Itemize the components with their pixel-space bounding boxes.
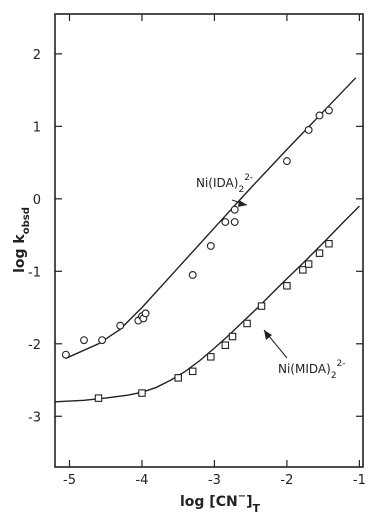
callout-arrow-ida bbox=[231, 199, 248, 207]
data-point-mida bbox=[257, 302, 266, 310]
fit-line-mida bbox=[54, 205, 360, 403]
y-tick-label: 2 bbox=[33, 48, 41, 63]
data-point-mida bbox=[138, 389, 146, 397]
plot-frame bbox=[54, 13, 364, 468]
series-label-ida: Ni(IDA)22- bbox=[196, 173, 253, 195]
y-axis-title: log kobsd bbox=[12, 207, 32, 273]
series-label-mida: Ni(MIDA)22- bbox=[278, 359, 346, 381]
x-axis-title-main: log [CN bbox=[180, 494, 238, 510]
data-point-ida bbox=[98, 336, 107, 345]
data-markers bbox=[61, 106, 333, 402]
data-point-ida bbox=[282, 157, 291, 166]
data-point-ida bbox=[324, 106, 333, 115]
data-point-ida bbox=[61, 350, 70, 359]
y-tick-label: 0 bbox=[33, 193, 41, 208]
fit-line-ida bbox=[65, 77, 357, 359]
x-tick-label: -2 bbox=[280, 473, 293, 488]
callout-arrow-mida bbox=[263, 329, 288, 359]
y-tick-label: -2 bbox=[28, 338, 41, 353]
series-label-ida-sub: 2 bbox=[238, 185, 244, 195]
data-point-mida bbox=[207, 353, 215, 361]
data-point-mida bbox=[174, 374, 182, 382]
data-point-ida bbox=[315, 111, 324, 120]
axis-ticks bbox=[55, 14, 363, 467]
x-axis-title-close: ] bbox=[246, 494, 252, 510]
tick-labels: -5 -4 -3 -2 -1 -3 -2 -1 0 1 2 bbox=[28, 48, 366, 488]
y-tick-label: 1 bbox=[33, 120, 41, 135]
series-label-ida-sup: 2- bbox=[244, 173, 253, 183]
x-axis-title-sup: − bbox=[238, 491, 246, 502]
data-point-mida bbox=[283, 282, 291, 290]
data-point-mida bbox=[325, 240, 333, 248]
data-point-mida bbox=[221, 341, 230, 349]
x-tick-label: -3 bbox=[208, 473, 221, 488]
data-point-ida bbox=[188, 270, 197, 279]
data-point-ida bbox=[230, 205, 239, 214]
data-point-mida bbox=[188, 367, 197, 376]
series-label-ida-main: Ni(IDA) bbox=[196, 176, 238, 190]
data-point-mida bbox=[299, 266, 307, 274]
data-point-mida bbox=[243, 319, 251, 328]
x-tick-label: -4 bbox=[135, 473, 148, 488]
y-tick-label: -3 bbox=[28, 410, 41, 425]
series-label-mida-sub: 2 bbox=[331, 371, 337, 381]
data-point-ida bbox=[221, 218, 230, 226]
data-point-mida bbox=[228, 332, 237, 341]
x-tick-label: -5 bbox=[63, 473, 76, 488]
x-axis-title-sub: T bbox=[252, 502, 260, 515]
data-point-ida bbox=[116, 321, 125, 330]
data-point-ida bbox=[304, 126, 313, 134]
series-label-mida-sup: 2- bbox=[337, 359, 346, 369]
data-point-ida bbox=[206, 241, 215, 250]
data-point-mida bbox=[315, 249, 324, 257]
series-label-mida-main: Ni(MIDA) bbox=[278, 362, 331, 376]
data-point-ida bbox=[141, 309, 150, 318]
y-axis-title-main: log k bbox=[12, 234, 28, 273]
data-point-mida bbox=[304, 260, 313, 268]
data-point-ida bbox=[230, 218, 239, 226]
y-axis-title-sub: obsd bbox=[21, 207, 32, 234]
x-axis-title: log [CN−]T bbox=[180, 491, 261, 515]
fit-lines bbox=[54, 77, 360, 403]
data-point-ida bbox=[80, 336, 88, 345]
x-tick-label: -1 bbox=[353, 473, 366, 488]
y-tick-label: -1 bbox=[28, 265, 41, 280]
data-point-mida bbox=[94, 394, 103, 402]
